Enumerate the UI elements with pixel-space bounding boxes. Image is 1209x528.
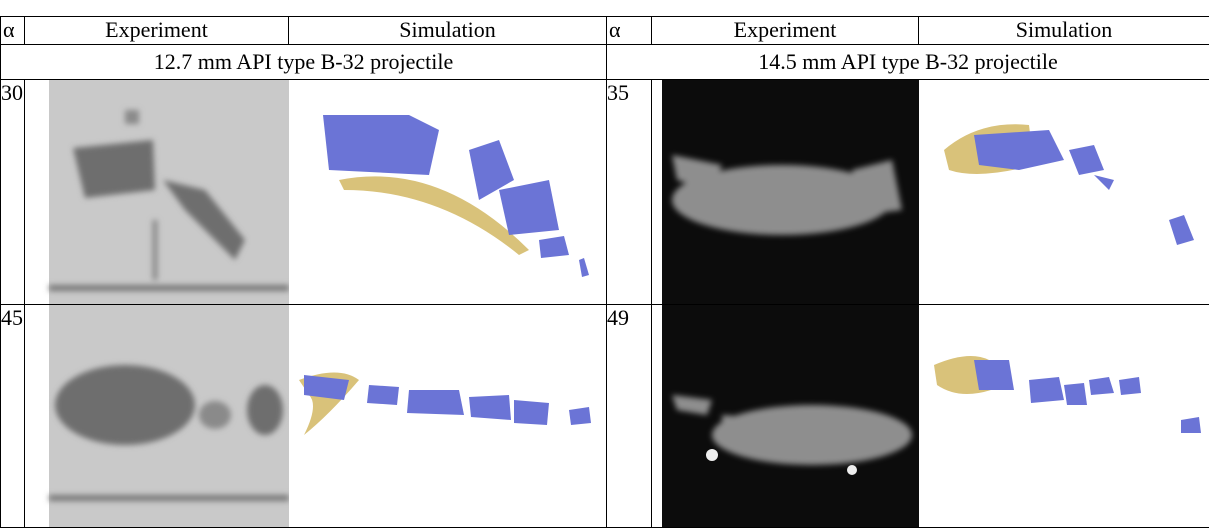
experiment-image (652, 80, 919, 305)
render (289, 305, 607, 527)
photo (25, 305, 289, 527)
experiment-image (25, 80, 289, 305)
header-cell: Experiment (652, 17, 919, 45)
simulation-image (289, 305, 607, 528)
header-cell: α (1, 17, 25, 45)
photo (652, 80, 919, 304)
simulation-image (919, 305, 1209, 528)
experiment-image (25, 305, 289, 528)
simulation-image (289, 80, 607, 305)
render (919, 80, 1209, 304)
angle-cell: 45 (1, 305, 25, 528)
angle-cell: 30 (1, 80, 25, 305)
header-cell: α (607, 17, 652, 45)
comparison-table: α Experiment Simulation α Experiment Sim… (0, 16, 1209, 528)
render (289, 80, 607, 304)
header-cell: Simulation (289, 17, 607, 45)
header-cell: Simulation (919, 17, 1209, 45)
group-row: 12.7 mm API type B-32 projectile 14.5 mm… (1, 45, 1209, 80)
group-label: 14.5 mm API type B-32 projectile (607, 45, 1209, 80)
angle-cell: 35 (607, 80, 652, 305)
angle-cell: 49 (607, 305, 652, 528)
photo (652, 305, 919, 527)
page: α Experiment Simulation α Experiment Sim… (0, 0, 1209, 528)
experiment-image (652, 305, 919, 528)
header-cell: Experiment (25, 17, 289, 45)
image-row: 30 (1, 80, 1209, 305)
group-label: 12.7 mm API type B-32 projectile (1, 45, 607, 80)
photo (25, 80, 289, 304)
header-row: α Experiment Simulation α Experiment Sim… (1, 17, 1209, 45)
cut-off-line (0, 0, 1209, 16)
render (919, 305, 1209, 527)
simulation-image (919, 80, 1209, 305)
image-row: 45 (1, 305, 1209, 528)
